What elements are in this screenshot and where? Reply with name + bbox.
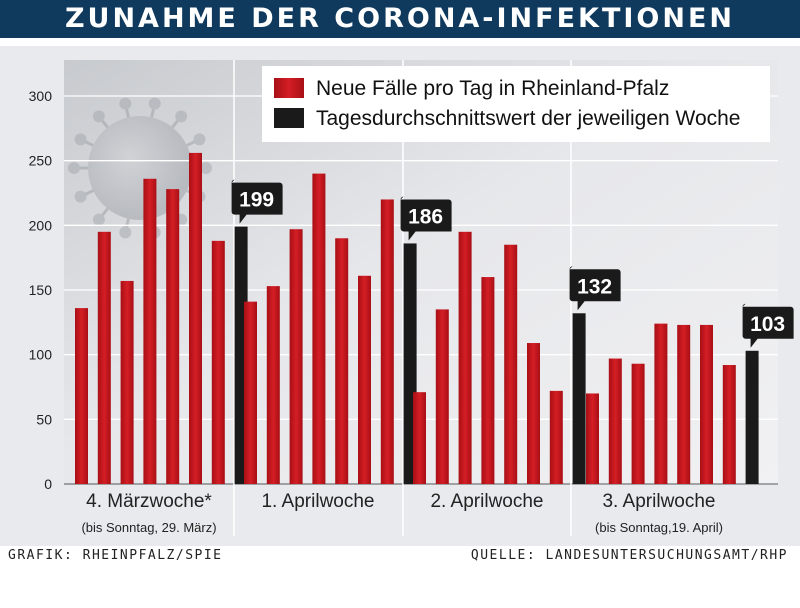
virus-spike-tip	[200, 162, 212, 174]
daily-cases-bar	[549, 390, 563, 484]
group-label: 1. Aprilwoche	[261, 491, 374, 512]
weekly-average-bar	[572, 313, 586, 484]
average-value-label: 186	[408, 205, 443, 228]
chart-panel: 199 186 132 103 0 50 100 150 200 250 300 4. Märzwo…	[0, 46, 800, 546]
y-tick-label: 300	[29, 88, 53, 104]
virus-spike-tip	[92, 213, 105, 226]
daily-cases-bar	[654, 323, 668, 484]
daily-cases-bar	[380, 199, 394, 484]
y-tick-label: 50	[36, 411, 52, 427]
average-value-label: 103	[750, 313, 785, 336]
legend-box	[262, 66, 770, 142]
virus-spike-tip	[148, 97, 161, 110]
daily-cases-bar	[244, 301, 257, 484]
daily-cases-bar	[435, 309, 449, 484]
average-callout-box	[400, 196, 452, 241]
virus-spike-tip	[119, 97, 132, 110]
virus-spike-tip	[175, 110, 188, 123]
group-label: 4. Märzwoche*	[86, 491, 212, 512]
virus-spike-tip	[74, 190, 87, 203]
virus-spike-tip	[74, 133, 87, 146]
daily-cases-bar	[97, 231, 111, 484]
group-sublabel: (bis Sonntag,19. April)	[595, 520, 723, 535]
daily-cases-bar	[722, 365, 736, 484]
legend-label: Tagesdurchschnittswert der jeweiligen Wo…	[316, 107, 741, 130]
group-label: 3. Aprilwoche	[602, 491, 715, 512]
virus-spike-tip	[119, 226, 132, 239]
average-callout-box	[742, 303, 794, 348]
daily-cases-bar	[189, 152, 202, 484]
y-tick-label: 200	[29, 217, 53, 233]
daily-cases-bar	[586, 393, 599, 484]
group-label: 2. Aprilwoche	[430, 491, 543, 512]
daily-cases-bar	[335, 238, 349, 484]
daily-cases-bar	[504, 244, 518, 484]
average-value-label: 199	[239, 189, 274, 212]
daily-cases-bar	[700, 324, 713, 484]
y-tick-label: 150	[29, 282, 53, 298]
group-sublabel: (bis Sonntag, 29. März)	[81, 520, 216, 535]
daily-cases-bar	[608, 358, 622, 484]
daily-cases-bar	[289, 229, 303, 484]
daily-cases-bar	[413, 392, 426, 484]
footer-credit: GRAFIK: RHEINPFALZ/SPIE	[8, 548, 223, 563]
virus-spike-tip	[193, 133, 206, 146]
weekly-average-bar	[745, 350, 759, 484]
virus-spike-tip	[92, 110, 105, 123]
daily-cases-bar	[143, 178, 157, 485]
daily-cases-bar	[677, 324, 691, 484]
y-tick-label: 0	[44, 476, 52, 492]
virus-spike-tip	[68, 162, 80, 174]
daily-cases-bar	[481, 277, 495, 484]
daily-cases-bar	[120, 280, 134, 484]
legend-label: Neue Fälle pro Tag in Rheinland-Pfalz	[316, 77, 669, 100]
daily-cases-bar	[211, 240, 225, 484]
average-callout-box	[231, 179, 283, 224]
y-tick-label: 250	[29, 153, 53, 169]
average-value-label: 132	[577, 275, 612, 298]
daily-cases-bar	[631, 363, 645, 484]
daily-cases-bar	[166, 189, 180, 484]
bar-chart: 199 186 132 103 0 50 100 150 200 250 300 4. Märzwo…	[29, 60, 794, 536]
legend-swatch	[274, 108, 304, 128]
virus-body	[88, 116, 192, 220]
daily-cases-bar	[312, 173, 326, 484]
y-tick-label: 100	[29, 347, 53, 363]
footer-source: QUELLE: LANDESUNTERSUCHUNGSAMT/RHP	[470, 548, 788, 563]
average-callout-box	[569, 266, 621, 311]
daily-cases-bar	[75, 308, 88, 484]
daily-cases-bar	[358, 275, 371, 484]
chart-title: ZUNAHME DER CORONA-INFEKTIONEN	[0, 0, 800, 38]
daily-cases-bar	[266, 286, 280, 484]
daily-cases-bar	[527, 343, 540, 484]
legend-swatch	[274, 78, 304, 98]
daily-cases-bar	[458, 231, 472, 484]
